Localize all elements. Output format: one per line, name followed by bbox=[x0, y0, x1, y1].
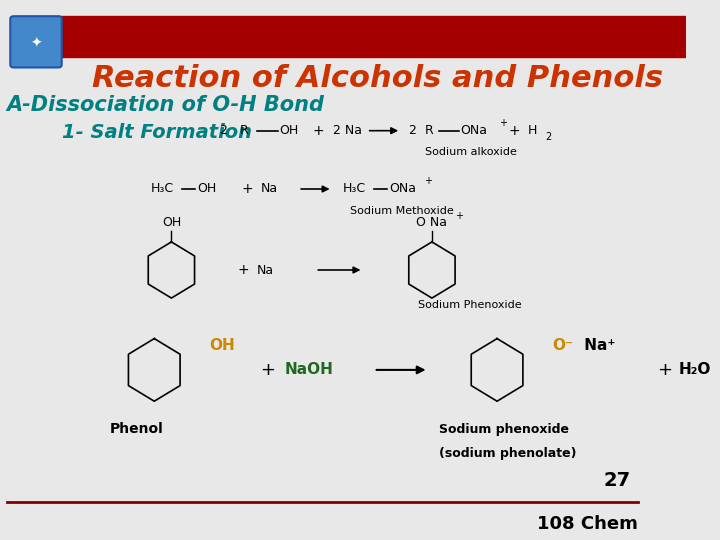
Text: +: + bbox=[508, 124, 520, 138]
Text: H: H bbox=[528, 124, 537, 137]
Text: H₂O: H₂O bbox=[679, 362, 711, 377]
Text: ONa: ONa bbox=[390, 183, 416, 195]
Text: 2: 2 bbox=[220, 124, 228, 137]
Text: Sodium Phenoxide: Sodium Phenoxide bbox=[418, 300, 522, 310]
Text: ✦: ✦ bbox=[30, 36, 42, 50]
Text: OH: OH bbox=[197, 183, 217, 195]
Text: OH: OH bbox=[162, 217, 181, 230]
Text: A-Dissociation of O-H Bond: A-Dissociation of O-H Bond bbox=[7, 95, 325, 116]
Text: +: + bbox=[238, 263, 249, 277]
Text: OH: OH bbox=[280, 124, 299, 137]
Text: NaOH: NaOH bbox=[284, 362, 333, 377]
Text: Phenol: Phenol bbox=[109, 422, 163, 436]
Text: +: + bbox=[499, 118, 507, 127]
Text: +: + bbox=[260, 361, 275, 379]
Bar bbox=[58, 16, 685, 57]
Text: 2: 2 bbox=[408, 124, 416, 137]
Text: O⁻: O⁻ bbox=[552, 338, 573, 353]
Text: 2: 2 bbox=[545, 132, 552, 142]
Text: Na: Na bbox=[261, 183, 278, 195]
FancyBboxPatch shape bbox=[10, 16, 62, 68]
Text: 2 Na: 2 Na bbox=[333, 124, 361, 137]
Text: +: + bbox=[241, 182, 253, 196]
Text: ONa: ONa bbox=[461, 124, 487, 137]
Text: H₃C: H₃C bbox=[343, 183, 366, 195]
Text: OH: OH bbox=[209, 338, 235, 353]
Text: Sodium phenoxide: Sodium phenoxide bbox=[438, 423, 569, 436]
Text: 1- Salt Formation: 1- Salt Formation bbox=[62, 123, 252, 142]
Text: Sodium Methoxide: Sodium Methoxide bbox=[350, 206, 454, 215]
Text: Na⁺: Na⁺ bbox=[580, 338, 616, 353]
Text: R: R bbox=[425, 124, 434, 137]
Text: +: + bbox=[313, 124, 325, 138]
Text: +: + bbox=[423, 176, 432, 186]
Text: Sodium alkoxide: Sodium alkoxide bbox=[425, 147, 517, 157]
Text: 27: 27 bbox=[603, 471, 631, 490]
Text: (sodium phenolate): (sodium phenolate) bbox=[438, 447, 576, 460]
Text: O Na: O Na bbox=[416, 217, 447, 230]
Text: Na: Na bbox=[257, 264, 274, 276]
Text: R: R bbox=[240, 124, 248, 137]
Text: H₃C: H₃C bbox=[150, 183, 174, 195]
Text: +: + bbox=[455, 211, 464, 221]
Text: 108 Chem: 108 Chem bbox=[536, 515, 638, 533]
Text: Reaction of Alcohols and Phenols: Reaction of Alcohols and Phenols bbox=[91, 64, 662, 93]
Text: +: + bbox=[657, 361, 672, 379]
